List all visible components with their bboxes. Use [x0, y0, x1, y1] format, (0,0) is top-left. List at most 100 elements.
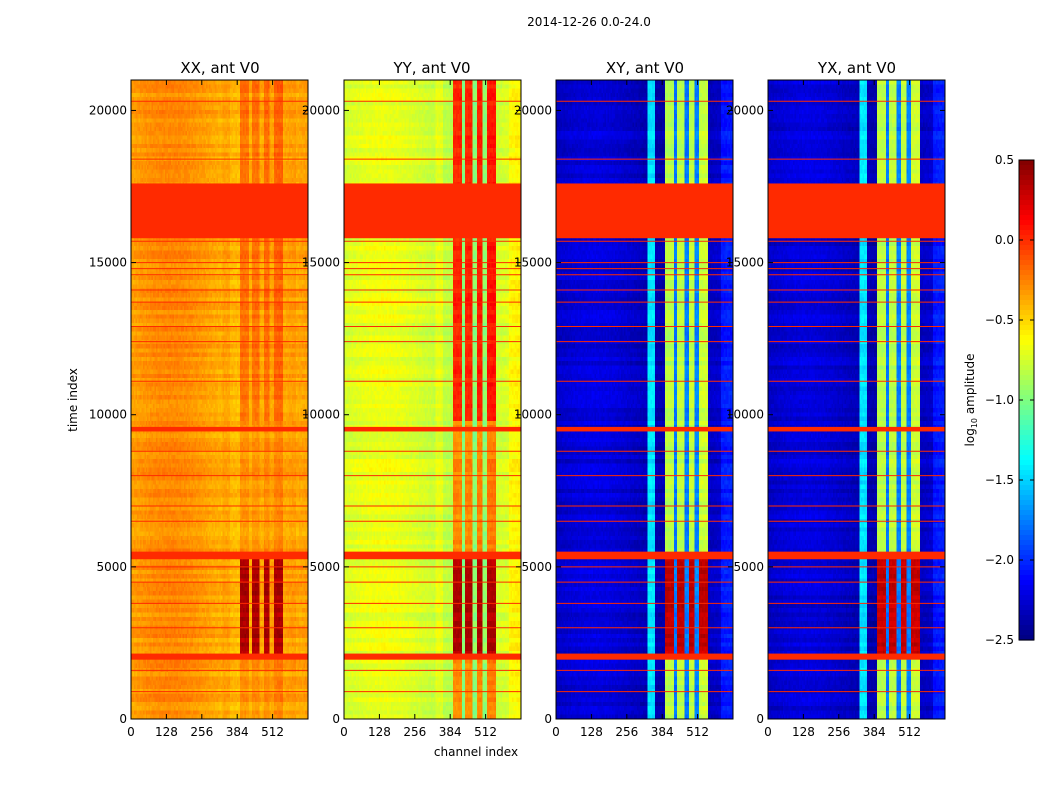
panel-title-yy: YY, ant V0: [392, 59, 470, 77]
colorbar-segment: [1019, 620, 1034, 626]
colorbar-segment: [1019, 420, 1034, 426]
colorbar-segment: [1019, 540, 1034, 546]
panel-yy: YY, ant V0 0 128 256 384 512 0 5000 10000 15000 2…: [302, 59, 522, 739]
panel-title-xy: XY, ant V0: [606, 59, 684, 77]
colorbar-segment: [1019, 210, 1034, 216]
colorbar-segment: [1019, 320, 1034, 326]
colorbar-segment: [1019, 430, 1034, 436]
colorbar-tick-label: −2.0: [985, 553, 1014, 567]
flagged-block: [768, 551, 945, 560]
colorbar-tick-label: 0.0: [995, 233, 1014, 247]
colorbar-segment: [1019, 220, 1034, 226]
colorbar-segment: [1019, 575, 1034, 581]
y-tick-label: 15000: [302, 256, 340, 270]
colorbar-segment: [1019, 450, 1034, 456]
flagged-block: [556, 426, 733, 432]
y-tick-label: 20000: [726, 103, 764, 117]
colorbar-segment: [1019, 195, 1034, 201]
y-tick-label: 0: [756, 712, 764, 726]
colorbar-tick-label: −2.5: [985, 633, 1014, 647]
colorbar-segment: [1019, 530, 1034, 536]
colorbar-segment: [1019, 465, 1034, 471]
flagged-block: [556, 551, 733, 560]
flagged-block: [768, 653, 945, 660]
x-tick-label: 512: [261, 725, 284, 739]
x-tick-label: 128: [155, 725, 178, 739]
colorbar-segment: [1019, 635, 1034, 641]
flagged-block: [131, 183, 308, 239]
colorbar-segment: [1019, 610, 1034, 616]
colorbar-segment: [1019, 390, 1034, 396]
colorbar-segment: [1019, 385, 1034, 391]
y-tick-label: 5000: [521, 560, 552, 574]
x-axis-label: channel index: [434, 745, 518, 759]
colorbar-segment: [1019, 180, 1034, 186]
colorbar-segment: [1019, 520, 1034, 526]
colorbar-segment: [1019, 325, 1034, 331]
colorbar-segment: [1019, 160, 1034, 166]
flagged-block: [131, 653, 308, 660]
y-tick-label: 10000: [302, 408, 340, 422]
panel-title-yx: YX, ant V0: [817, 59, 896, 77]
colorbar-segment: [1019, 550, 1034, 556]
colorbar-segment: [1019, 245, 1034, 251]
x-tick-label: 0: [340, 725, 348, 739]
colorbar-segment: [1019, 330, 1034, 336]
x-tick-label: 256: [827, 725, 850, 739]
y-tick-label: 15000: [726, 256, 764, 270]
y-tick-label: 0: [119, 712, 127, 726]
colorbar-segment: [1019, 525, 1034, 531]
colorbar-segment: [1019, 615, 1034, 621]
y-tick-label: 20000: [514, 103, 552, 117]
y-tick-label: 5000: [733, 560, 764, 574]
y-tick-label: 10000: [89, 408, 127, 422]
panel-title-xx: XX, ant V0: [180, 59, 259, 77]
x-tick-label: 512: [686, 725, 709, 739]
colorbar-segment: [1019, 470, 1034, 476]
heatmap-image: [768, 80, 945, 719]
colorbar-segment: [1019, 305, 1034, 311]
axes-frame: [767, 79, 946, 720]
flagged-block: [344, 653, 521, 660]
colorbar-segment: [1019, 345, 1034, 351]
flagged-block: [768, 183, 945, 239]
y-tick-label: 20000: [89, 103, 127, 117]
colorbar-segment: [1019, 500, 1034, 506]
x-tick-label: 0: [127, 725, 135, 739]
flagged-block: [556, 653, 733, 660]
x-tick-label: 128: [580, 725, 603, 739]
heatmap-image: [344, 80, 521, 719]
colorbar-label-sub: 10: [970, 418, 979, 428]
x-tick-label: 512: [474, 725, 497, 739]
flagged-block: [344, 426, 521, 432]
colorbar-segment: [1019, 380, 1034, 386]
y-tick-label: 15000: [89, 256, 127, 270]
x-tick-label: 0: [552, 725, 560, 739]
colorbar-segment: [1019, 535, 1034, 541]
colorbar-segment: [1019, 425, 1034, 431]
colorbar-segment: [1019, 595, 1034, 601]
colorbar-segment: [1019, 485, 1034, 491]
colorbar-segment: [1019, 585, 1034, 591]
colorbar-tick-label: −1.0: [985, 393, 1014, 407]
colorbar-segment: [1019, 315, 1034, 321]
colorbar-segment: [1019, 205, 1034, 211]
flagged-block: [131, 551, 308, 560]
colorbar-label-log: log: [963, 428, 977, 446]
colorbar-segment: [1019, 255, 1034, 261]
x-tick-label: 384: [651, 725, 674, 739]
colorbar-segment: [1019, 290, 1034, 296]
colorbar-segment: [1019, 175, 1034, 181]
axes-frame: [555, 79, 734, 720]
x-tick-label: 256: [403, 725, 426, 739]
colorbar-segment: [1019, 170, 1034, 176]
colorbar-segment: [1019, 225, 1034, 231]
colorbar-segment: [1019, 435, 1034, 441]
colorbar-segment: [1019, 355, 1034, 361]
colorbar-segment: [1019, 190, 1034, 196]
x-tick-label: 0: [764, 725, 772, 739]
y-tick-label: 10000: [514, 408, 552, 422]
colorbar-segment: [1019, 370, 1034, 376]
y-tick-label: 15000: [514, 256, 552, 270]
y-tick-label: 0: [332, 712, 340, 726]
